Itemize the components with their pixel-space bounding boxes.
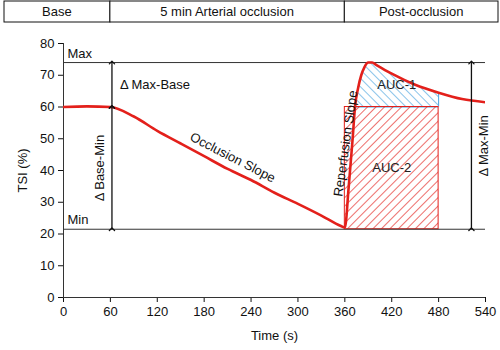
svg-text:0: 0: [60, 304, 67, 319]
svg-text:Base: Base: [42, 4, 72, 19]
svg-text:5 min Arterial occlusion: 5 min Arterial occlusion: [160, 4, 294, 19]
svg-text:Δ Max-Min: Δ Max-Min: [476, 115, 491, 176]
svg-text:Max: Max: [68, 46, 93, 61]
svg-text:240: 240: [240, 304, 262, 319]
svg-text:60: 60: [103, 304, 117, 319]
svg-text:80: 80: [40, 36, 54, 51]
svg-text:40: 40: [40, 163, 54, 178]
svg-text:180: 180: [193, 304, 215, 319]
svg-text:Reperfusion Slope: Reperfusion Slope: [330, 89, 360, 197]
svg-text:360: 360: [334, 304, 356, 319]
svg-text:300: 300: [287, 304, 309, 319]
svg-text:Δ Base-Min: Δ Base-Min: [92, 135, 107, 202]
svg-text:10: 10: [40, 258, 54, 273]
svg-text:AUC-1: AUC-1: [377, 77, 416, 92]
svg-text:TSI (%): TSI (%): [15, 148, 30, 192]
svg-text:Δ Max-Base: Δ Max-Base: [120, 77, 190, 92]
svg-text:AUC-2: AUC-2: [372, 160, 411, 175]
svg-text:0: 0: [47, 290, 54, 305]
svg-text:Occlusion Slope: Occlusion Slope: [188, 129, 278, 185]
svg-text:60: 60: [40, 99, 54, 114]
svg-text:540: 540: [475, 304, 497, 319]
svg-text:420: 420: [381, 304, 403, 319]
svg-text:Min: Min: [68, 212, 89, 227]
svg-text:30: 30: [40, 194, 54, 209]
svg-text:70: 70: [40, 67, 54, 82]
svg-text:50: 50: [40, 131, 54, 146]
svg-text:480: 480: [428, 304, 450, 319]
svg-text:Post-occlusion: Post-occlusion: [379, 4, 464, 19]
svg-text:Time (s): Time (s): [251, 328, 298, 343]
svg-text:20: 20: [40, 226, 54, 241]
svg-text:120: 120: [146, 304, 168, 319]
